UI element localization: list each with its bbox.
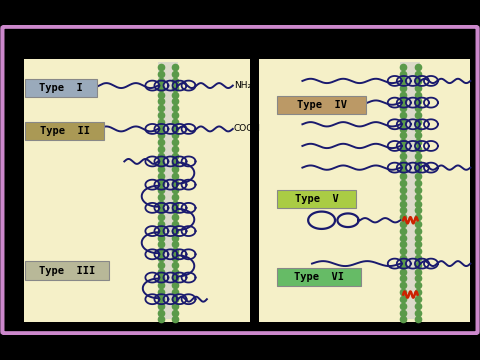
Bar xyxy=(400,62,420,319)
Text: Type  VI: Type VI xyxy=(294,272,344,282)
Text: Type  III: Type III xyxy=(39,266,96,275)
Text: Type  II: Type II xyxy=(40,126,90,136)
FancyBboxPatch shape xyxy=(277,190,356,208)
Text: Type  V: Type V xyxy=(295,194,339,204)
Bar xyxy=(158,62,178,319)
FancyBboxPatch shape xyxy=(25,122,104,140)
Text: Type  IV: Type IV xyxy=(297,100,347,110)
Text: Types of integral membrane proteins: Types of integral membrane proteins xyxy=(36,33,444,52)
FancyBboxPatch shape xyxy=(277,267,361,286)
Bar xyxy=(24,59,250,323)
Bar xyxy=(259,59,470,323)
Text: NH₂: NH₂ xyxy=(50,125,68,134)
Text: COOH: COOH xyxy=(50,81,77,90)
FancyBboxPatch shape xyxy=(25,261,109,280)
Text: COOH: COOH xyxy=(234,125,261,134)
FancyBboxPatch shape xyxy=(277,96,366,114)
FancyBboxPatch shape xyxy=(25,79,97,97)
Text: NH₂: NH₂ xyxy=(234,81,251,90)
Text: Type  I: Type I xyxy=(39,83,83,93)
